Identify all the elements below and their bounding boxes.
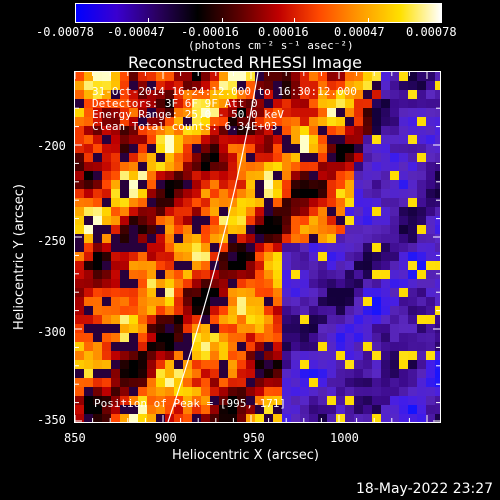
colorbar-tickmark (368, 18, 369, 22)
colorbar (75, 3, 442, 23)
x-axis-label: Heliocentric X (arcsec) (172, 448, 319, 463)
colorbar-units: (photons cm⁻² s⁻¹ asec⁻²) (188, 39, 354, 52)
x-tick-1000: 1000 (330, 431, 359, 445)
colorbar-tick-1: -0.00047 (107, 25, 165, 39)
overlay-time: 31-Oct-2014 16:24:12.000 to 16:30:12.000 (92, 85, 357, 98)
colorbar-tickmark (294, 18, 295, 22)
overlay-energy: Energy Range: 25.0 - 50.0 keV (92, 108, 285, 121)
colorbar-gradient (76, 4, 441, 22)
y-tick-250: -250 (37, 234, 66, 248)
x-tick-850: 850 (64, 431, 86, 445)
colorbar-tick-3: 0.00016 (258, 25, 309, 39)
colorbar-tickmark (148, 18, 149, 22)
colorbar-tick-4: 0.00047 (334, 25, 385, 39)
y-tick-200: -200 (37, 139, 66, 153)
overlay-detectors: Detectors: 3F 6F 9F Att 0 (92, 96, 258, 110)
rhessi-image (75, 72, 440, 422)
y-axis-label: Heliocentric Y (arcsec) (12, 184, 27, 330)
overlay-peak: Position of Peak = [995,-171] (94, 397, 287, 410)
colorbar-tickmark (75, 18, 76, 22)
colorbar-tickmark (440, 18, 441, 22)
timestamp: 18-May-2022 23:27 (356, 481, 494, 497)
y-tick-300: -300 (37, 325, 66, 339)
colorbar-tick-0: -0.00078 (36, 25, 94, 39)
plot-frame (74, 71, 441, 423)
info-overlay: 31-Oct-2014 16:24:12.000 to 16:30:12.000… (92, 86, 357, 132)
plot-title: Reconstructed RHESSI Image (128, 53, 362, 72)
x-tick-900: 900 (155, 431, 177, 445)
colorbar-tickmark (222, 18, 223, 22)
colorbar-tick-2: -0.00016 (181, 25, 239, 39)
overlay-counts: Clean Total counts: 6.34E+03 (92, 119, 278, 133)
colorbar-tick-5: 0.00078 (406, 25, 457, 39)
x-tick-950: 950 (243, 431, 265, 445)
y-tick-350: -350 (37, 413, 66, 427)
heatmap-canvas (75, 72, 440, 422)
